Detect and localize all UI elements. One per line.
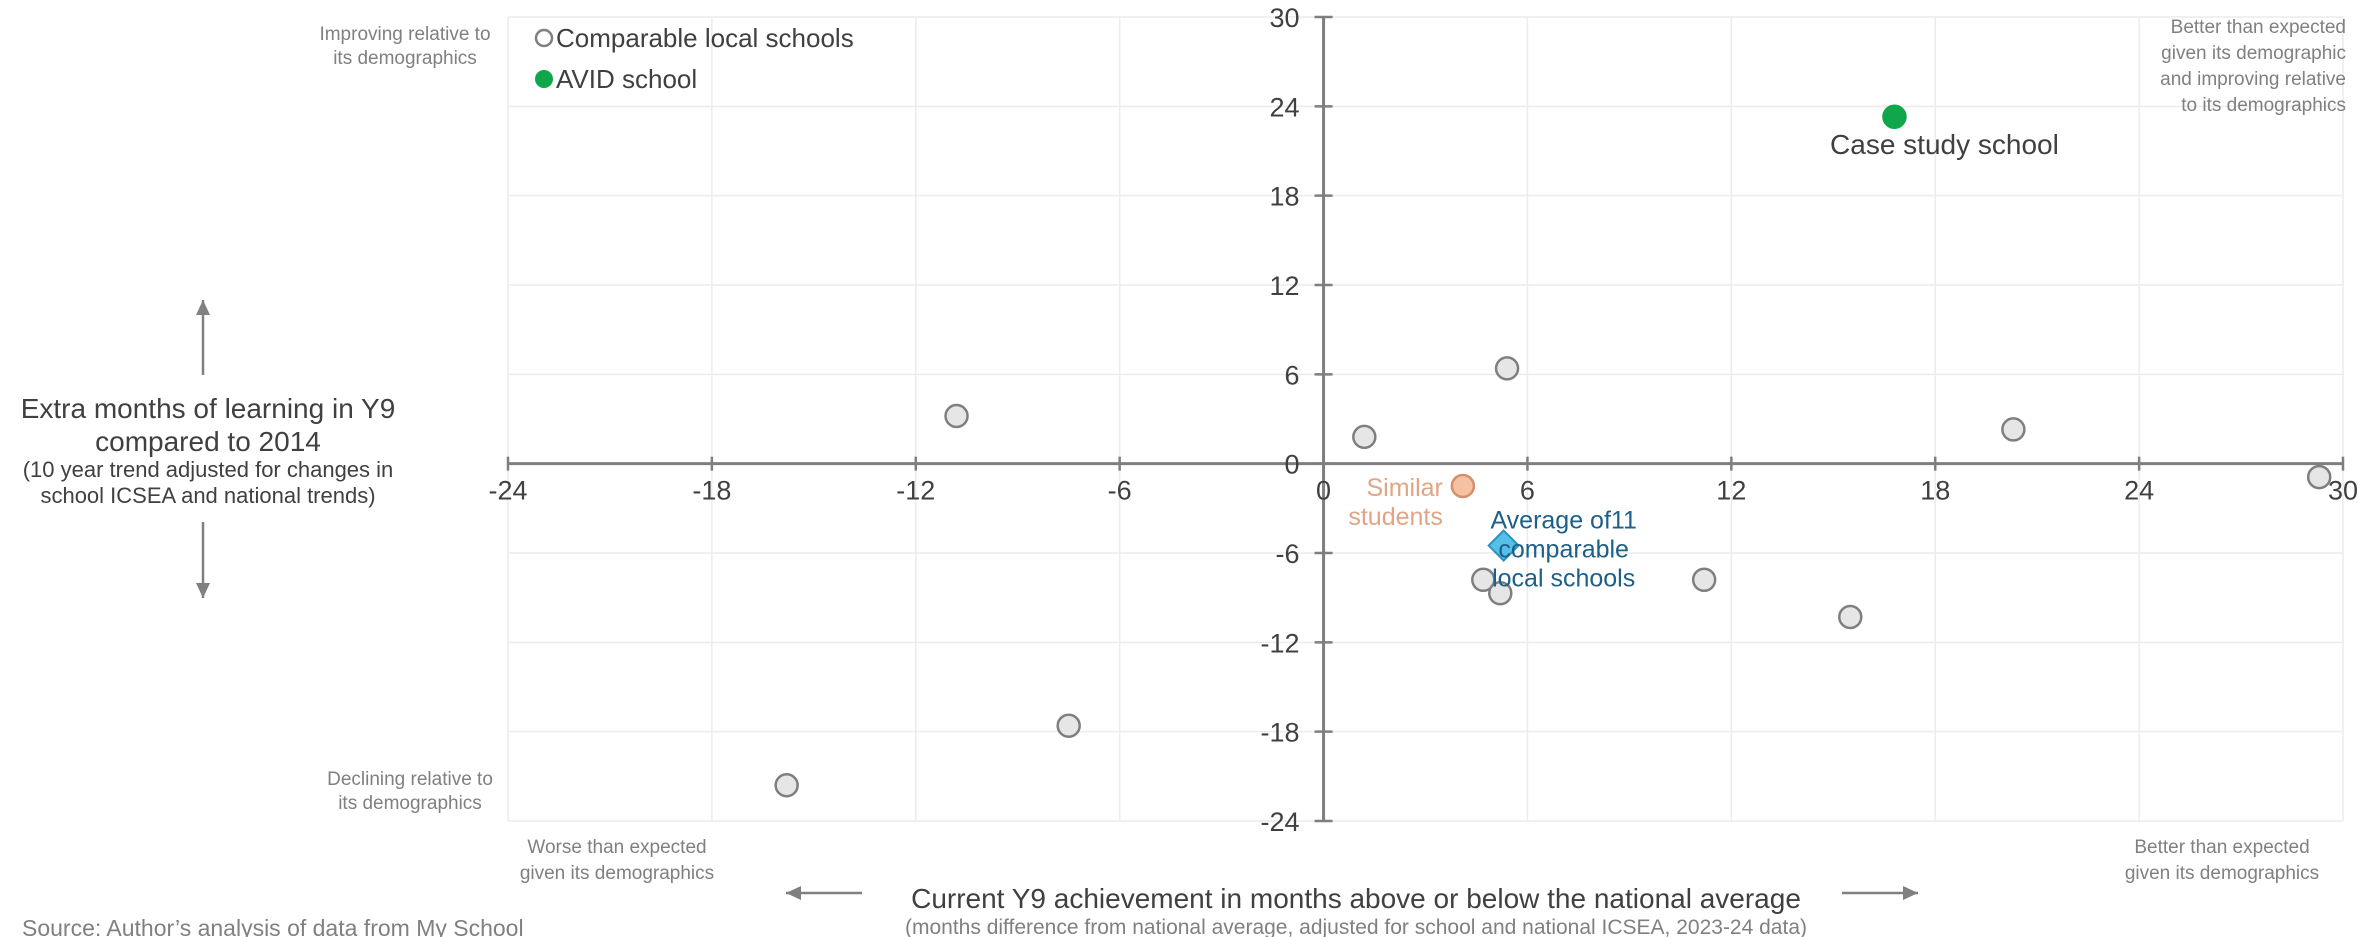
y-tick-label: 30 <box>1270 3 1300 33</box>
x-tick-label: 18 <box>1920 476 1950 506</box>
x-tick-label: 30 <box>2328 476 2358 506</box>
legend-hollow-circle-icon <box>534 28 554 48</box>
x-axis-title: Current Y9 achievement in months above o… <box>911 883 1801 914</box>
x-tick-label: -12 <box>896 476 935 506</box>
annotation-improving: its demographics <box>333 48 477 69</box>
annotation-better-improving: Better than expected <box>2171 17 2346 38</box>
annotation-worse-than-expected: given its demographics <box>520 863 714 884</box>
comparable-school-point <box>1691 567 1717 593</box>
y-tick-label: -18 <box>1261 718 1300 748</box>
data-points <box>774 104 2332 798</box>
comparable-school-point <box>1488 580 1513 606</box>
annotation-better-improving: given its demographic <box>2161 43 2346 64</box>
y-tick-label: -12 <box>1261 628 1300 658</box>
comparable-school-point <box>2306 464 2332 490</box>
x-tick-label: -6 <box>1108 476 1132 506</box>
arrow-down-icon-head <box>196 583 210 598</box>
comparable-school-point <box>1056 713 1081 738</box>
similar-students-label: students <box>1348 503 1443 531</box>
comparable-school-point <box>1838 604 1863 630</box>
source-note: Source: Author’s analysis of data from M… <box>22 915 524 937</box>
y-tick-label: -24 <box>1261 807 1300 837</box>
annotation-better-than-expected: given its demographics <box>2125 863 2319 884</box>
axes <box>506 15 2345 823</box>
y-axis-subtitle: (10 year trend adjusted for changes in <box>23 457 394 482</box>
y-tick-label: 18 <box>1270 182 1300 212</box>
x-tick-label: 0 <box>1316 476 1331 506</box>
arrow-left-icon <box>786 886 862 900</box>
y-axis-title: compared to 2014 <box>95 426 321 457</box>
average-comparable-schools-label: local schools <box>1492 565 1635 593</box>
average-comparable-schools-label: Average of11 <box>1490 507 1636 535</box>
y-tick-label: -6 <box>1276 539 1300 569</box>
legend-label-avid: AVID school <box>556 64 697 94</box>
arrow-left-icon-head <box>786 886 801 900</box>
tick-labels: -24 -18 -12 -6 0 6 12 18 24 30 -24 -18 -12 -6 0 6 12 18 24… <box>488 3 2358 837</box>
similar-students-label: Similar <box>1366 474 1442 502</box>
annotation-better-than-expected: Better than expected <box>2134 837 2309 858</box>
annotation-worse-than-expected: Worse than expected <box>527 837 706 858</box>
y-tick-label: 0 <box>1285 450 1300 480</box>
legend: Comparable local schools AVID school <box>534 23 854 94</box>
comparable-school-point <box>2001 417 2026 442</box>
average-comparable-schools-label: comparable <box>1498 536 1629 564</box>
comparable-school-point <box>1352 424 1377 450</box>
x-tick-label: 12 <box>1716 476 1746 506</box>
y-tick-label: 12 <box>1270 271 1300 301</box>
annotation-improving: Improving relative to <box>319 24 490 45</box>
x-axis-subtitle: (months difference from national average… <box>905 916 1807 937</box>
legend-filled-circle-icon <box>535 70 553 88</box>
annotation-better-improving: to its demographics <box>2181 95 2346 116</box>
arrow-up-icon-head <box>196 300 210 315</box>
arrow-right-icon-head <box>1903 886 1918 900</box>
comparable-school-point <box>774 773 799 798</box>
x-tick-label: 24 <box>2124 476 2154 506</box>
average-comparable-schools-point <box>1487 529 1521 562</box>
x-tick-label: -18 <box>692 476 731 506</box>
y-axis-title: Extra months of learning in Y9 <box>21 393 396 424</box>
annotation-declining: Declining relative to <box>327 769 493 790</box>
similar-students-point <box>1450 473 1476 499</box>
grid-lines <box>507 16 2344 822</box>
arrow-right-icon <box>1842 886 1918 900</box>
arrow-up-icon <box>196 300 210 375</box>
comparable-school-point <box>1471 567 1496 593</box>
comparable-school-point <box>1494 356 1520 381</box>
y-tick-label: 24 <box>1270 92 1300 122</box>
x-tick-label: 6 <box>1520 476 1535 506</box>
annotation-declining: its demographics <box>338 793 482 814</box>
y-axis-subtitle: school ICSEA and national trends) <box>40 483 375 508</box>
annotation-better-improving: and improving relative <box>2160 69 2346 90</box>
legend-label-comparable: Comparable local schools <box>556 23 854 53</box>
case-study-school-label: Case study school <box>1830 129 2059 160</box>
x-tick-label: -24 <box>488 476 527 506</box>
y-tick-label: 6 <box>1285 360 1300 390</box>
comparable-school-point <box>944 403 969 429</box>
arrow-down-icon <box>196 522 210 598</box>
avid-school-point <box>1882 104 1907 130</box>
